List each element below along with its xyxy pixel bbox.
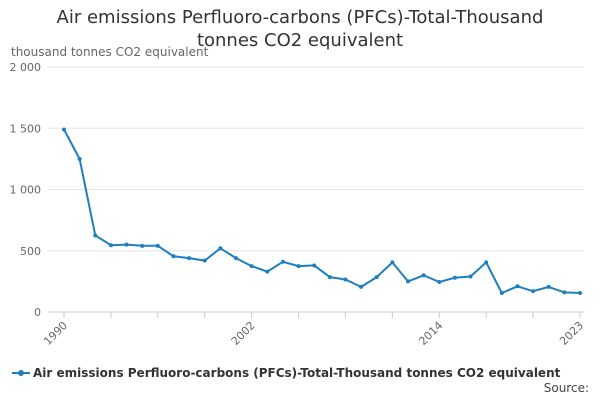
data-point xyxy=(187,256,192,261)
data-point xyxy=(327,275,332,280)
data-point xyxy=(202,258,207,263)
data-point xyxy=(390,260,395,265)
legend[interactable]: Air emissions Perfluoro-carbons (PFCs)-T… xyxy=(12,364,560,382)
data-point xyxy=(578,291,582,296)
y-tick-label: 2 000 xyxy=(10,61,42,74)
chart-title-line-1: Air emissions Perfluoro-carbons (PFCs)-T… xyxy=(56,7,544,28)
data-point xyxy=(468,274,473,279)
source-label: Source: xyxy=(543,381,589,395)
data-point xyxy=(171,254,176,259)
data-point xyxy=(484,260,489,265)
data-point xyxy=(515,284,520,289)
data-point xyxy=(280,259,285,264)
data-point xyxy=(108,243,113,248)
y-tick-label: 500 xyxy=(20,245,41,258)
data-point xyxy=(437,279,442,284)
data-point xyxy=(531,289,536,294)
data-point xyxy=(218,246,223,251)
data-point xyxy=(93,233,98,238)
x-tick-label: 2023 xyxy=(557,319,586,348)
data-point xyxy=(296,264,301,269)
y-tick-label: 1 500 xyxy=(10,122,42,135)
y-axis-unit-label: thousand tonnes CO2 equivalent xyxy=(11,45,209,59)
chart-title-line-2: tonnes CO2 equivalent xyxy=(196,30,404,51)
data-point xyxy=(62,127,66,132)
data-point xyxy=(343,277,348,282)
data-point xyxy=(312,263,317,268)
chart-title: Air emissions Perfluoro-carbons (PFCs)-T… xyxy=(0,6,600,52)
data-point xyxy=(265,269,270,274)
x-tick-label: 1990 xyxy=(41,319,70,348)
legend-label: Air emissions Perfluoro-carbons (PFCs)-T… xyxy=(33,366,561,380)
data-point xyxy=(406,279,410,284)
data-point xyxy=(562,290,567,295)
data-point xyxy=(249,264,254,269)
data-point xyxy=(155,243,160,248)
data-point xyxy=(234,256,238,261)
x-tick-label: 2014 xyxy=(416,319,445,348)
data-point xyxy=(546,284,551,289)
y-tick-label: 1 000 xyxy=(10,184,42,197)
data-point xyxy=(140,243,145,248)
x-tick-label: 2002 xyxy=(229,319,258,348)
data-point xyxy=(421,273,426,278)
data-point xyxy=(77,156,82,161)
data-point xyxy=(452,275,457,280)
data-point xyxy=(124,242,129,247)
y-tick-label: 0 xyxy=(34,306,41,319)
data-point xyxy=(359,284,364,289)
series-line xyxy=(63,129,581,294)
legend-swatch xyxy=(12,368,30,378)
data-point xyxy=(374,275,379,280)
data-point xyxy=(499,291,504,296)
